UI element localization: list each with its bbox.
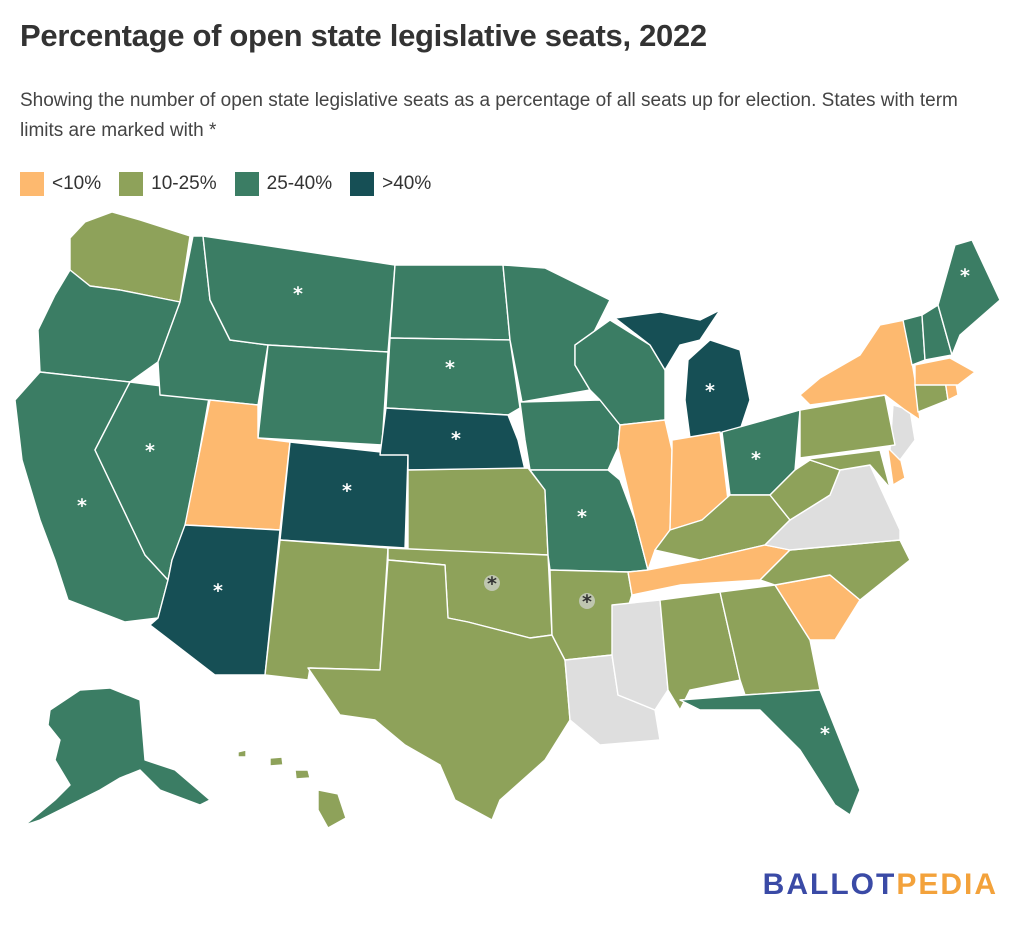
chart-subtitle: Showing the number of open state legisla… bbox=[20, 90, 958, 141]
term-limit-marker-co: * bbox=[342, 480, 352, 502]
state-ma bbox=[914, 357, 976, 386]
term-limit-marker-mi: * bbox=[705, 380, 715, 402]
state-nm bbox=[264, 539, 389, 681]
state-co bbox=[279, 441, 409, 549]
us-map: * * * * * * * * * * * * * * bbox=[14, 211, 1001, 829]
state-mi bbox=[614, 309, 751, 439]
legend-label-over-40: >40% bbox=[382, 173, 432, 194]
legend-swatch-over-40 bbox=[350, 172, 375, 196]
legend: <10% 10-25% 25-40% >40% bbox=[20, 172, 449, 196]
state-me bbox=[937, 239, 1001, 356]
term-limit-marker-me: * bbox=[960, 265, 970, 287]
term-limit-marker-ok: * bbox=[487, 573, 497, 595]
state-az bbox=[149, 524, 281, 676]
term-limit-marker-mo: * bbox=[577, 506, 587, 528]
legend-item-over-40: >40% bbox=[350, 172, 431, 196]
term-limit-marker-fl: * bbox=[820, 723, 830, 745]
term-limit-marker-sd: * bbox=[445, 357, 455, 379]
logo-part-ballot: BALLOT bbox=[762, 868, 897, 901]
state-sd bbox=[385, 337, 521, 416]
state-md bbox=[799, 449, 891, 489]
term-limit-marker-mt: * bbox=[293, 283, 303, 305]
term-limit-marker-ca: * bbox=[77, 495, 87, 517]
term-limit-marker-nv: * bbox=[145, 440, 155, 462]
legend-label-10-25: 10-25% bbox=[151, 173, 217, 194]
chart-title: Percentage of open state legislative sea… bbox=[20, 18, 707, 53]
state-pa bbox=[799, 394, 896, 459]
legend-swatch-25-40 bbox=[234, 172, 259, 196]
ballotpedia-logo: BALLOTPEDIA bbox=[763, 868, 998, 902]
legend-label-under-10: <10% bbox=[52, 173, 102, 194]
legend-swatch-under-10 bbox=[20, 172, 44, 196]
state-wy bbox=[257, 344, 389, 446]
term-limit-marker-bg-ok bbox=[484, 575, 500, 591]
legend-swatch-10-25 bbox=[119, 172, 144, 196]
state-hi bbox=[237, 749, 347, 829]
legend-item-10-25: 10-25% bbox=[119, 172, 217, 196]
legend-item-under-10: <10% bbox=[20, 172, 101, 196]
term-limit-marker-oh: * bbox=[751, 448, 761, 470]
term-limit-marker-ar: * bbox=[582, 591, 592, 613]
state-ak bbox=[24, 687, 211, 826]
state-ks bbox=[407, 467, 549, 556]
state-ms bbox=[611, 599, 669, 711]
term-limit-marker-az: * bbox=[213, 580, 223, 602]
legend-label-25-40: 25-40% bbox=[266, 173, 333, 194]
logo-part-pedia: PEDIA bbox=[896, 868, 998, 901]
state-fl bbox=[679, 689, 861, 816]
state-ia bbox=[519, 399, 621, 471]
legend-item-25-40: 25-40% bbox=[234, 172, 333, 196]
term-limit-marker-ne: * bbox=[451, 428, 461, 450]
term-limit-marker-bg-ar bbox=[579, 593, 595, 609]
state-nd bbox=[389, 264, 511, 341]
